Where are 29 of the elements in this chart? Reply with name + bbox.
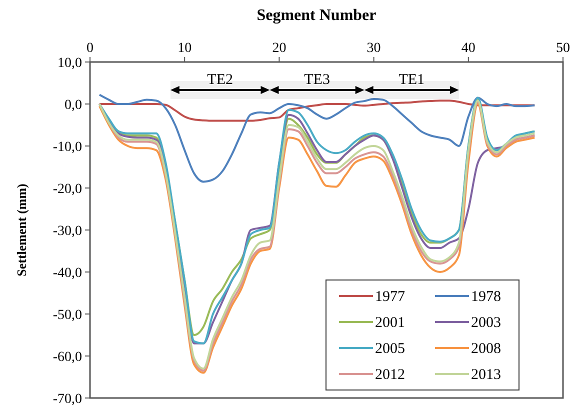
y-axis-title: Settlement (mm) — [14, 184, 29, 276]
x-tick-label: 20 — [272, 41, 286, 56]
legend-label: 2003 — [471, 315, 501, 331]
x-tick-label: 50 — [556, 41, 570, 56]
x-tick-label: 30 — [366, 41, 381, 56]
y-tick-label: -50,0 — [52, 308, 82, 323]
legend-label: 2008 — [471, 341, 501, 357]
y-tick-label: -30,0 — [52, 224, 82, 239]
line-series — [98, 94, 536, 183]
legend-label: 1977 — [375, 289, 406, 305]
band-label: TE1 — [398, 72, 425, 88]
legend-label: 2012 — [375, 367, 405, 383]
x-axis-title: Segment Number — [256, 7, 376, 24]
x-tick-label: 0 — [86, 41, 94, 56]
legend-label: 2013 — [471, 367, 501, 383]
y-tick-label: -40,0 — [52, 266, 82, 281]
band-label: TE2 — [207, 72, 233, 88]
legend-label: 1978 — [471, 289, 501, 305]
legend-label: 2001 — [375, 315, 405, 331]
legend-label: 2005 — [375, 341, 405, 357]
x-tick-label: 10 — [178, 41, 192, 56]
y-tick-label: 10,0 — [58, 56, 82, 71]
y-tick-label: -10,0 — [52, 140, 82, 155]
y-tick-label: 0,0 — [64, 98, 82, 113]
y-tick-label: -60,0 — [52, 350, 82, 365]
y-tick-label: -20,0 — [52, 182, 82, 197]
band-label: TE3 — [304, 72, 330, 88]
x-tick-label: 40 — [461, 41, 476, 56]
y-tick-label: -70,0 — [52, 392, 82, 407]
